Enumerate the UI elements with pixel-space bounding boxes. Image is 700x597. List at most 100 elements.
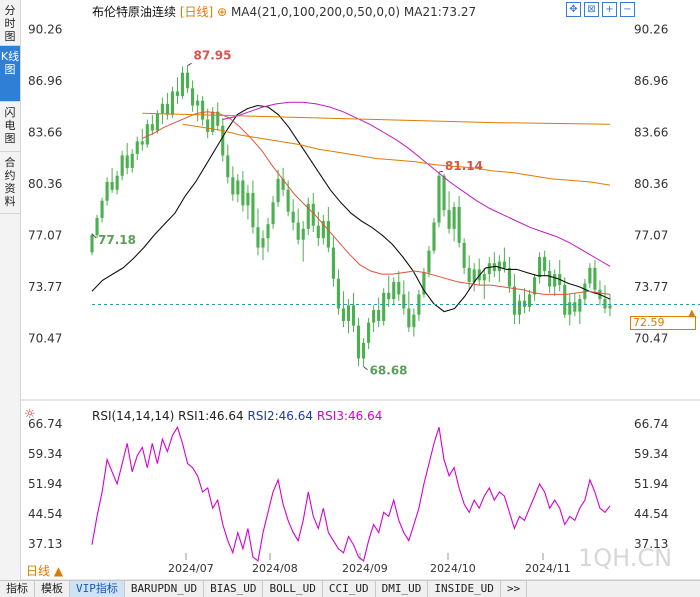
candle-body	[351, 305, 356, 326]
bottom-tab-5[interactable]: BOLL_UD	[263, 581, 323, 597]
candle-body	[437, 175, 441, 223]
candle-body	[185, 72, 190, 89]
left-rsi-label: 66.74	[28, 417, 62, 431]
left-price-label: 73.77	[28, 280, 62, 294]
ma-magenta-line	[222, 101, 611, 267]
right-price-label: 83.66	[634, 126, 668, 140]
kline-chart[interactable]: 90.26 90.26 86.96 86.96 83.66 83.66 80.36 80.36…	[20, 0, 700, 580]
candle-body	[316, 225, 320, 239]
candle-body	[191, 88, 195, 106]
instrument-name: 布伦特原油连续	[92, 5, 177, 19]
candle-body	[507, 267, 511, 287]
candle-body	[568, 302, 572, 315]
candle-body	[553, 274, 557, 287]
indicator-settings-icon[interactable]: ☼	[24, 407, 36, 422]
left-price-label: 80.36	[28, 177, 62, 191]
ma21-label: MA21:73.27	[403, 5, 477, 19]
candle-body	[125, 155, 129, 168]
candle-body	[608, 305, 612, 309]
bottom-tab-6[interactable]: CCI_UD	[323, 581, 376, 597]
candle-body	[367, 322, 371, 343]
candle-body	[407, 308, 411, 328]
ma4-label: MA4(21,0,100,200,0,50,0,0)	[230, 5, 401, 19]
settings-circle-icon[interactable]: ⊕	[217, 5, 228, 19]
left-rsi-label: 51.94	[28, 477, 62, 491]
candle-body	[447, 210, 451, 229]
ma-red-line	[142, 111, 611, 295]
rsi1-value: RSI1:46.64	[178, 409, 244, 423]
candle-body	[110, 181, 114, 190]
bottom-tab-2[interactable]: VIP指标	[70, 581, 125, 597]
candle-body	[301, 228, 305, 240]
shrink-icon[interactable]: ⊠	[584, 2, 599, 17]
start-annotation-leader	[91, 233, 97, 239]
right-rsi-label: 51.94	[634, 477, 668, 491]
left-price-label: 83.66	[28, 126, 62, 140]
site-watermark: 1QH.CN	[578, 544, 673, 572]
left-price-label: 86.96	[28, 74, 62, 88]
candle-body	[105, 181, 109, 201]
candle-body	[377, 310, 381, 321]
candle-body	[402, 294, 406, 309]
period-label[interactable]: [日线]	[179, 5, 214, 19]
bottom-tab-0[interactable]: 指标	[0, 581, 35, 597]
candle-body	[261, 238, 265, 248]
candle-body	[231, 177, 235, 195]
candle-body	[326, 221, 330, 248]
candle-body	[563, 285, 567, 315]
right-rsi-label: 44.54	[634, 507, 668, 521]
candle-body	[196, 100, 200, 106]
candle-body	[427, 250, 431, 273]
rsi-line	[91, 425, 611, 562]
start-annotation: 77.18	[98, 233, 136, 247]
candle-body	[522, 300, 527, 307]
bottom-tab-4[interactable]: BIAS_UD	[204, 581, 264, 597]
candle-body	[336, 278, 340, 309]
high-annotation: 87.95	[194, 49, 232, 63]
right-price-label: 70.47	[634, 332, 668, 346]
right-price-label: 90.26	[634, 23, 668, 37]
bottom-tab-8[interactable]: INSIDE_UD	[428, 581, 501, 597]
candle-body	[548, 270, 552, 287]
bottom-tab-1[interactable]: 模板	[35, 581, 70, 597]
bottom-tab-3[interactable]: BARUPDN_UD	[125, 581, 205, 597]
ma-orange-line	[182, 123, 611, 186]
chart-toolbar: ✥ ⊠ + −	[566, 2, 635, 17]
candle-body	[100, 200, 104, 218]
expand-icon[interactable]: ✥	[566, 2, 581, 17]
candle-body	[281, 178, 285, 190]
candle-body	[472, 269, 476, 282]
candle-body	[130, 153, 134, 168]
candle-body	[226, 155, 230, 178]
candle-body	[527, 294, 532, 307]
candle-body	[502, 261, 506, 268]
candle-body	[291, 211, 295, 223]
candle-body	[588, 267, 592, 284]
rsi2-value: RSI2:46.64	[247, 409, 314, 423]
candle-body	[256, 227, 260, 248]
bottom-tab-7[interactable]: DMI_UD	[376, 581, 429, 597]
candle-body	[346, 305, 351, 321]
candle-body	[246, 192, 250, 206]
candle-body	[165, 103, 169, 115]
zoom-in-icon[interactable]: +	[602, 2, 617, 17]
candle-body	[206, 119, 210, 133]
right-price-label: 80.36	[634, 177, 668, 191]
candle-body	[356, 325, 361, 359]
right-rsi-label: 37.13	[634, 537, 668, 551]
chart-title-bar: 布伦特原油连续 [日线] ⊕ MA4(21,0,100,200,0,50,0,0…	[92, 3, 476, 20]
right-rsi-label: 59.34	[634, 447, 668, 461]
candle-body	[201, 100, 205, 120]
date-label: 2024/10	[430, 562, 476, 575]
candle-body	[180, 72, 185, 97]
candle-body	[372, 310, 376, 323]
candle-body	[467, 267, 471, 282]
period-selector-button[interactable]: 日线 ▲	[26, 564, 64, 578]
candle-body	[221, 125, 225, 156]
bottom-tab-9[interactable]: >>	[501, 581, 528, 597]
tab-kline[interactable]: K线图	[0, 46, 20, 102]
tab-flash-chart[interactable]: 闪电图	[0, 102, 20, 152]
tab-time-share[interactable]: 分时图	[0, 0, 20, 46]
zoom-out-icon[interactable]: −	[620, 2, 635, 17]
tab-contract-info[interactable]: 合约资料	[0, 152, 20, 214]
